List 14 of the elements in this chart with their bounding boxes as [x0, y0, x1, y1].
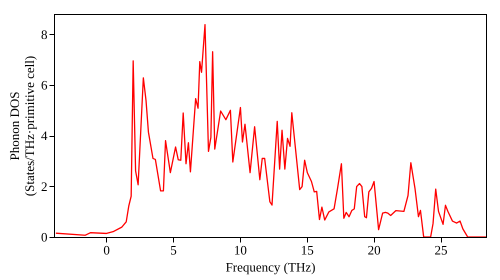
- y-tick-label: 8: [41, 26, 48, 42]
- x-tick-label: 20: [368, 242, 381, 258]
- x-tick-label: 5: [170, 242, 177, 258]
- x-tick-label: 25: [434, 242, 448, 258]
- line-series: [55, 24, 486, 237]
- y-tick-label: 4: [41, 128, 48, 144]
- x-axis-title: Frequency (THz): [226, 260, 316, 274]
- y-axis-title: Phonon DOS (States/THz·primitive cell): [7, 56, 37, 196]
- y-tick-label: 6: [41, 77, 48, 92]
- x-tick-label: 15: [300, 242, 314, 258]
- x-tick-label: 10: [234, 242, 247, 258]
- y-tick-label: 0: [41, 230, 48, 244]
- x-tick-label: 0: [103, 242, 110, 258]
- y-tick-label: 2: [41, 178, 48, 194]
